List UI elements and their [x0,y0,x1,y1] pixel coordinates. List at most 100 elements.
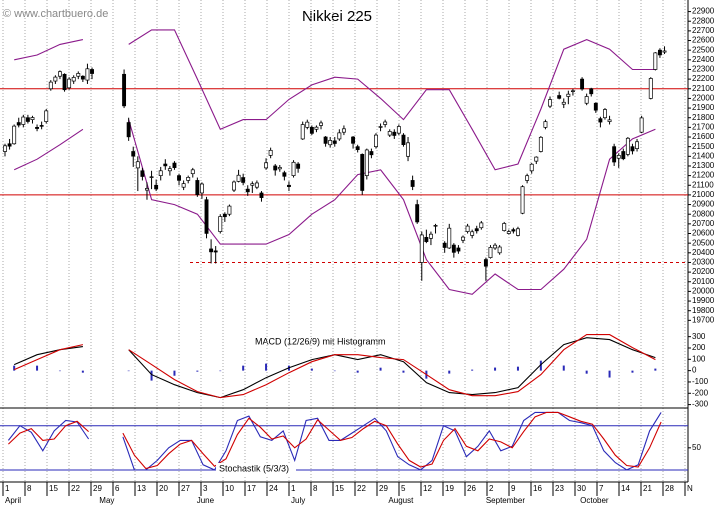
candle-body [447,227,452,249]
candle-body [529,163,534,172]
x-tick-label: 17 [247,484,256,493]
series-line [8,411,662,470]
histogram-bar [265,363,268,371]
y-tick-label: 200 [692,343,706,352]
y-tick-label: 21900 [692,103,715,112]
candle-body [653,52,658,70]
candle-body [603,109,607,119]
series-line [13,119,656,295]
candle-body [7,143,12,147]
candle-body [557,95,562,99]
candle-body [456,247,461,252]
histogram-bar [36,365,39,371]
candle-body [424,237,429,242]
candle-body [232,181,236,191]
candle-body [291,161,296,176]
histogram-bar [219,370,222,372]
x-tick-label: 2 [489,484,494,493]
y-tick-label: 21200 [692,171,715,180]
y-tick-label: -300 [692,400,709,409]
candle-body [419,234,424,263]
candle-body [172,162,177,168]
candle-body [53,76,58,82]
candle-body [461,236,465,241]
candle-body [465,225,470,232]
candle-body [44,110,49,122]
watermark: © www.chartbuero.de [3,8,108,20]
candle-body [245,188,250,193]
month-label: April [5,496,21,505]
histogram-bar [196,370,199,372]
histogram-bar [585,370,588,374]
x-tick-label: 29 [379,484,388,493]
candle-body [90,69,94,74]
candle-body [167,168,172,172]
candle-body [525,175,530,181]
histogram-bar [150,370,153,381]
candle-body [378,126,383,128]
y-tick-label: 21300 [692,161,715,170]
histogram-bar [333,370,336,372]
candle-body [236,174,241,182]
y-tick-label: -100 [692,377,709,386]
candle-body [364,149,369,176]
candle-body [122,73,127,107]
candle-body [360,154,365,191]
candle-body [401,134,406,145]
x-tick-label: 22 [357,484,366,493]
candle-body [566,93,571,97]
candle-body [135,161,140,169]
x-tick-label: 3 [203,484,208,493]
candle-body [190,169,195,175]
candle-body [131,151,136,157]
month-label: August [388,496,414,505]
histogram-bar [81,370,84,373]
y-tick-label: 22700 [692,26,715,35]
candle-body [607,119,612,122]
histogram-bar [471,369,474,371]
candle-body [12,125,17,145]
candle-body [35,127,40,129]
candle-body [369,151,374,156]
candle-body [488,247,493,258]
candle-body [506,231,511,234]
y-tick-label: 22800 [692,16,715,25]
chart-title: Nikkei 225 [302,8,372,25]
x-tick-label: 23 [555,484,564,493]
candle-body [662,50,667,53]
series-line [13,334,656,399]
candle-body [319,122,323,126]
candle-body [534,156,539,162]
candle-body [71,77,76,82]
y-tick-label: 22200 [692,74,715,83]
x-tick-label: 1 [291,484,296,493]
y-tick-label: 20600 [692,229,715,238]
candle-body [305,121,310,128]
candle-body [250,183,255,186]
candle-body [635,141,639,149]
x-tick-label: 6 [115,484,120,493]
candle-body [516,228,520,236]
candle-body [648,78,653,99]
candle-body [177,175,181,181]
series-line [13,337,656,399]
y-tick-label: 19800 [692,306,715,315]
month-label: October [580,496,609,505]
candle-body [296,163,301,169]
candle-body [328,140,333,146]
y-tick-label: 22000 [692,94,715,103]
x-tick-label: 27 [181,484,190,493]
x-tick-label: 9 [511,484,516,493]
candle-body [415,204,420,223]
candle-body [625,137,630,155]
candle-body [85,68,90,81]
candle-body [616,155,621,159]
candle-body [145,188,149,191]
histogram-bar [173,370,176,376]
candle-body [387,131,392,136]
candle-body [273,165,278,171]
candle-body [181,183,186,188]
y-tick-label: 20900 [692,200,715,209]
x-tick-label: 5 [401,484,406,493]
y-tick-label: 22900 [692,7,715,16]
